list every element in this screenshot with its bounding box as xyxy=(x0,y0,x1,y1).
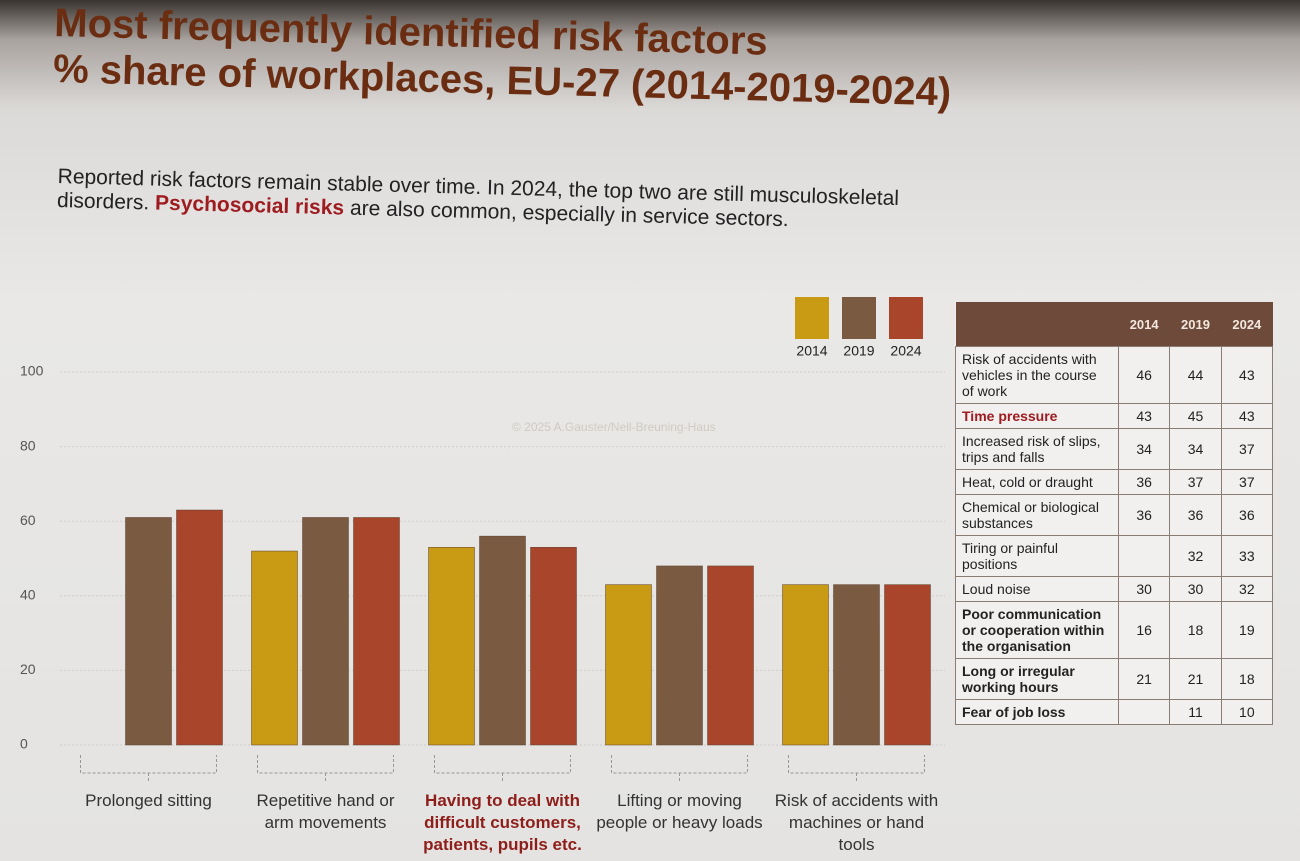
bar xyxy=(125,517,172,746)
bracket xyxy=(80,755,217,781)
watermark: © 2025 A.Gauster/Nell-Breuning-Haus xyxy=(512,420,716,434)
table-header: 2014 2019 2024 xyxy=(955,302,1273,347)
row-label: Increased risk of slips, trips and falls xyxy=(955,428,1119,470)
bar xyxy=(428,547,475,746)
column-header: 2014 xyxy=(1118,302,1170,347)
cell: 32 xyxy=(1169,535,1222,577)
cell: 30 xyxy=(1169,576,1222,602)
cell: 44 xyxy=(1169,346,1222,404)
bar xyxy=(479,535,526,746)
legend-swatch xyxy=(795,297,829,339)
table-row: Tiring or painful positions 32 33 xyxy=(955,535,1274,577)
cell: 43 xyxy=(1220,403,1274,429)
cell: 45 xyxy=(1169,403,1222,429)
cell: 36 xyxy=(1169,494,1222,536)
row-label: Time pressure xyxy=(955,403,1119,429)
legend-label: 2024 xyxy=(890,343,921,359)
cell: 43 xyxy=(1117,403,1171,429)
row-label: Loud noise xyxy=(955,576,1119,602)
y-tick-label: 60 xyxy=(20,512,36,528)
cell: 16 xyxy=(1117,601,1171,659)
row-label: Long or irregular working hours xyxy=(955,658,1119,700)
table-row: Risk of accidents with vehicles in the c… xyxy=(955,346,1274,404)
legend-swatch xyxy=(842,297,876,339)
bar xyxy=(707,565,754,746)
row-label: Tiring or painful positions xyxy=(955,535,1119,577)
legend-label: 2019 xyxy=(843,343,874,359)
cell: 46 xyxy=(1117,346,1171,404)
row-label: Risk of accidents with vehicles in the c… xyxy=(955,346,1119,404)
cell: 36 xyxy=(1117,469,1171,495)
bar xyxy=(782,584,829,746)
cell: 36 xyxy=(1220,494,1274,536)
table-row: Chemical or biological substances 36 36 36 xyxy=(955,494,1274,536)
x-tick-label: Repetitive hand or arm movements xyxy=(256,791,395,832)
bar xyxy=(530,547,577,746)
cell: 33 xyxy=(1220,535,1274,577)
bar xyxy=(176,509,223,746)
bar xyxy=(251,550,298,746)
bar xyxy=(605,584,652,746)
cell: 18 xyxy=(1169,601,1222,659)
cell: 34 xyxy=(1117,428,1171,470)
cell: 34 xyxy=(1169,428,1222,470)
x-tick-label: Lifting or moving people or heavy loads xyxy=(596,791,763,832)
cell: 18 xyxy=(1220,658,1274,700)
row-label: Poor communication or cooperation within… xyxy=(955,601,1119,659)
risk-table: 2014 2019 2024 Risk of accidents with vehi… xyxy=(955,302,1274,725)
cell: 37 xyxy=(1220,469,1274,495)
table-row: Loud noise 30 30 32 xyxy=(955,576,1274,602)
bar xyxy=(884,584,931,746)
cell xyxy=(1117,699,1171,725)
x-tick-label: Prolonged sitting xyxy=(85,791,212,810)
legend-label: 2014 xyxy=(796,343,827,359)
table-row: Fear of job loss 11 10 xyxy=(955,699,1274,725)
cell: 11 xyxy=(1169,699,1222,725)
bracket xyxy=(257,755,394,781)
bracket xyxy=(611,755,748,781)
cell: 43 xyxy=(1220,346,1274,404)
bar xyxy=(353,517,400,746)
cell: 10 xyxy=(1220,699,1274,725)
cell xyxy=(1117,535,1171,577)
legend-swatch xyxy=(889,297,923,339)
bracket xyxy=(434,755,571,781)
cell: 37 xyxy=(1169,469,1222,495)
row-label: Chemical or biological substances xyxy=(955,494,1119,536)
table-row: Heat, cold or draught 36 37 37 xyxy=(955,469,1274,495)
y-tick-label: 80 xyxy=(20,437,36,453)
table-row: Poor communication or cooperation within… xyxy=(955,601,1274,659)
y-tick-label: 40 xyxy=(20,587,36,603)
bracket xyxy=(788,755,925,781)
cell: 32 xyxy=(1220,576,1274,602)
cell: 21 xyxy=(1117,658,1171,700)
chart: 0 20 40 60 80 100 2014 2019 2024 xyxy=(20,297,945,781)
column-header: 2024 xyxy=(1221,302,1273,347)
table-row: Long or irregular working hours 21 21 18 xyxy=(955,658,1274,700)
y-tick-label: 0 xyxy=(20,736,28,752)
cell: 21 xyxy=(1169,658,1222,700)
header-blank xyxy=(955,302,1119,347)
row-label: Heat, cold or draught xyxy=(955,469,1119,495)
table-row: Time pressure 43 45 43 xyxy=(955,403,1274,429)
table-row: Increased risk of slips, trips and falls… xyxy=(955,428,1274,470)
x-tick-label: Having to deal with difficult customers,… xyxy=(423,791,582,854)
cell: 37 xyxy=(1220,428,1274,470)
bar xyxy=(656,565,703,746)
bar xyxy=(302,517,349,746)
cell: 30 xyxy=(1117,576,1171,602)
cell: 19 xyxy=(1220,601,1274,659)
y-tick-label: 100 xyxy=(20,363,44,379)
y-tick-label: 20 xyxy=(20,661,36,677)
row-label: Fear of job loss xyxy=(955,699,1119,725)
x-tick-label: Risk of accidents with machines or hand … xyxy=(774,791,939,854)
cell: 36 xyxy=(1117,494,1171,536)
bar xyxy=(833,584,880,746)
column-header: 2019 xyxy=(1169,302,1222,347)
